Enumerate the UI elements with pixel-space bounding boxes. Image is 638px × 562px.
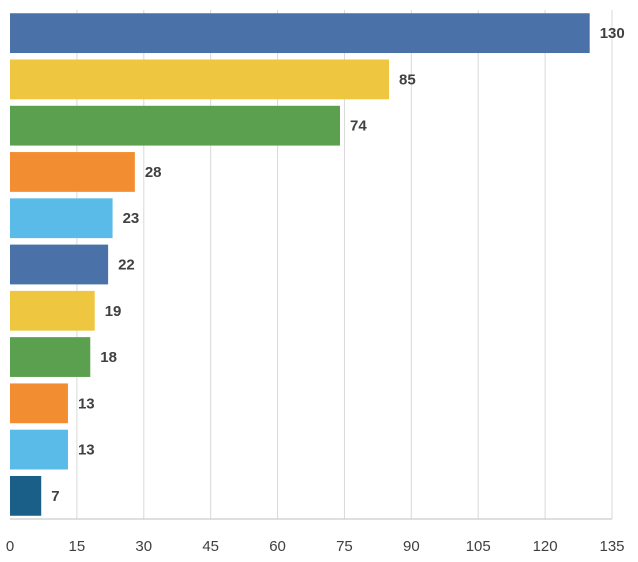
bar — [10, 383, 68, 424]
x-tick-label: 120 — [533, 538, 558, 555]
bar-value-label: 85 — [399, 71, 416, 88]
bar — [10, 429, 68, 470]
x-tick-label: 60 — [269, 538, 286, 555]
x-tick-label: 0 — [6, 538, 14, 555]
bar — [10, 290, 95, 331]
bar — [10, 244, 109, 285]
bars — [10, 13, 590, 516]
bar — [10, 13, 590, 54]
x-tick-label: 105 — [466, 538, 491, 555]
x-tick-label: 135 — [599, 538, 624, 555]
bar-value-label: 28 — [145, 164, 162, 181]
x-tick-label: 30 — [135, 538, 152, 555]
data-labels: 130 85 74 28 23 22 19 18 13 13 7 — [51, 25, 625, 505]
bar-value-label: 74 — [350, 118, 367, 135]
bar — [10, 105, 340, 146]
x-axis-ticks: 0 15 30 45 60 75 90 105 120 135 — [6, 538, 625, 555]
bar — [10, 475, 42, 516]
x-tick-label: 45 — [202, 538, 219, 555]
bar — [10, 198, 113, 239]
bar — [10, 337, 91, 377]
bar-value-label: 23 — [123, 210, 140, 227]
bar-value-label: 22 — [118, 257, 135, 274]
bar-value-label: 19 — [105, 303, 122, 320]
bar-value-label: 130 — [600, 25, 625, 42]
bar-value-label: 13 — [78, 442, 95, 459]
x-tick-label: 75 — [336, 538, 353, 555]
x-tick-label: 90 — [403, 538, 420, 555]
x-tick-label: 15 — [69, 538, 86, 555]
bar — [10, 152, 135, 192]
bar-value-label: 18 — [100, 349, 117, 366]
bar — [10, 59, 390, 100]
bar-value-label: 7 — [51, 488, 59, 505]
bar-value-label: 13 — [78, 395, 95, 412]
